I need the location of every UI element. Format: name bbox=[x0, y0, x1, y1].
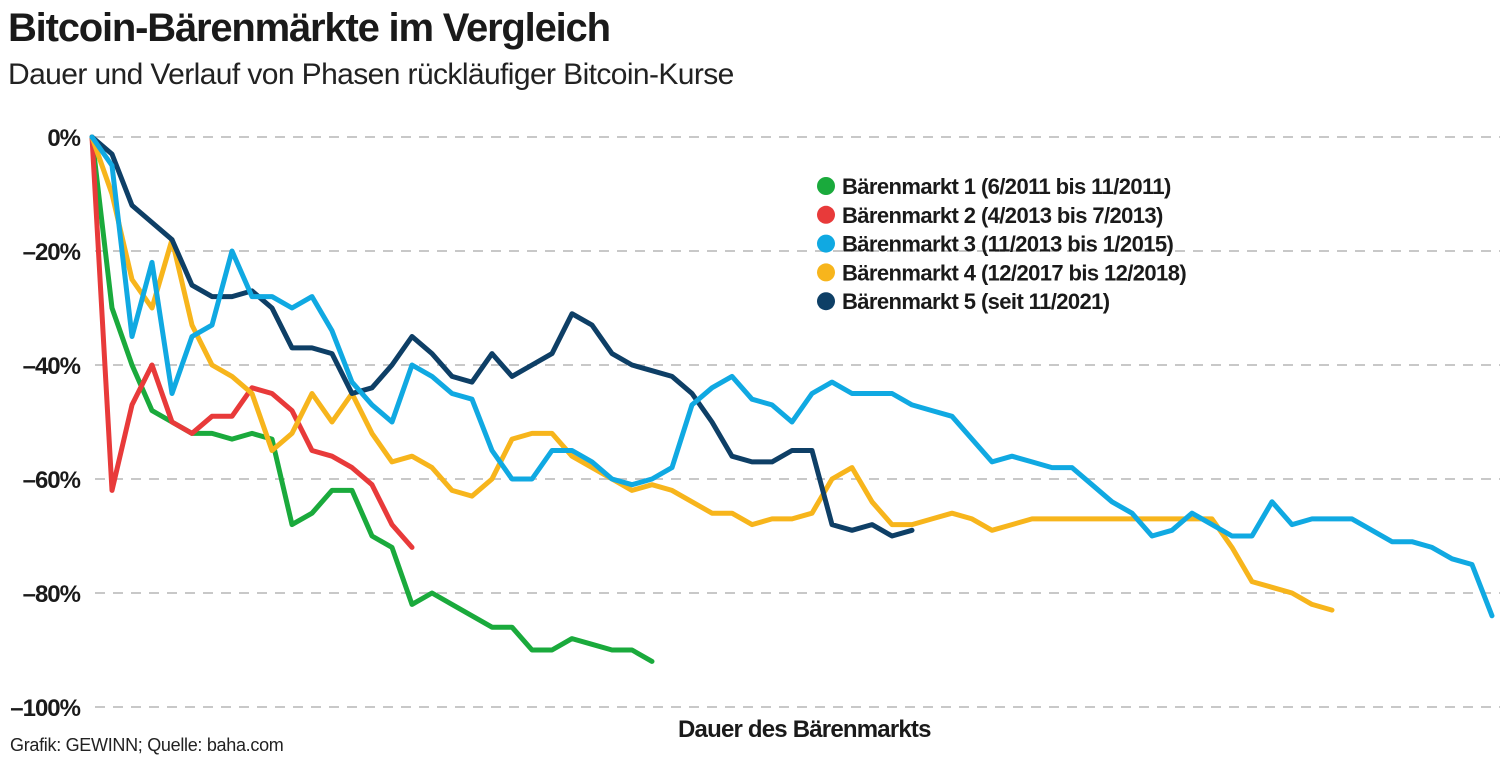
legend-label: Bärenmarkt 2 (4/2013 bis 7/2013) bbox=[842, 203, 1163, 228]
series-line-2 bbox=[89, 134, 415, 550]
series-line-1 bbox=[89, 134, 655, 664]
chart-title: Bitcoin-Bärenmärkte im Vergleich bbox=[8, 6, 611, 50]
legend-label: Bärenmarkt 1 (6/2011 bis 11/2011) bbox=[842, 174, 1171, 199]
y-tick-label: –60% bbox=[23, 467, 81, 494]
legend-marker bbox=[817, 292, 835, 311]
legend-marker bbox=[817, 177, 835, 195]
y-axis: 0% –20% –40% –60% –80% –100% bbox=[10, 125, 81, 722]
chart-subtitle: Dauer und Verlauf von Phasen rückläufige… bbox=[8, 58, 734, 91]
series-lines bbox=[89, 134, 1495, 664]
y-tick-label: –80% bbox=[23, 581, 81, 608]
legend-label: Bärenmarkt 4 (12/2017 bis 12/2018) bbox=[842, 260, 1186, 285]
x-axis-label: Dauer des Bärenmarkts bbox=[678, 716, 931, 743]
source-note: Grafik: GEWINN; Quelle: baha.com bbox=[10, 735, 284, 755]
y-tick-label: –100% bbox=[10, 695, 80, 722]
series-line-5 bbox=[89, 134, 915, 539]
legend-label: Bärenmarkt 5 (seit 11/2021) bbox=[842, 289, 1110, 314]
y-tick-label: –20% bbox=[23, 239, 81, 266]
legend-marker bbox=[817, 263, 835, 282]
legend-marker bbox=[817, 234, 835, 253]
gridlines bbox=[95, 136, 1500, 708]
series-line-3 bbox=[89, 134, 1495, 619]
legend: Bärenmarkt 1 (6/2011 bis 11/2011) Bärenma… bbox=[817, 174, 1187, 314]
series-line-4 bbox=[89, 134, 1335, 613]
y-tick-label: 0% bbox=[47, 125, 80, 152]
legend-label: Bärenmarkt 3 (11/2013 bis 1/2015) bbox=[842, 232, 1173, 257]
legend-marker bbox=[817, 205, 835, 224]
y-tick-label: –40% bbox=[23, 353, 81, 380]
